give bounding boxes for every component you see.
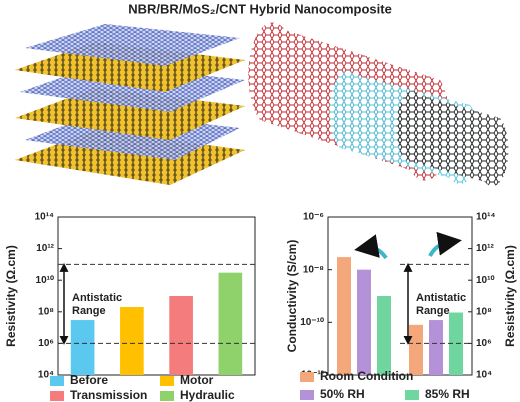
y-tick-label: 10⁴	[476, 370, 492, 381]
legend-swatch	[300, 372, 314, 382]
annotation: Antistatic Range	[416, 292, 466, 317]
figure-title: NBR/BR/MoS₂/CNT Hybrid Nanocomposite	[128, 1, 392, 16]
legend-swatch	[160, 376, 174, 386]
axis-pointer-arrow	[354, 234, 388, 260]
legend-swatch	[50, 376, 64, 386]
legend-label: 85% RH	[425, 387, 470, 401]
bar	[337, 257, 351, 375]
bar	[70, 320, 95, 375]
y-tick-label: 10⁻⁶	[303, 212, 324, 223]
y-tick-label: 10¹⁴	[476, 212, 495, 223]
bar	[357, 269, 371, 375]
y-tick-label: 10⁶	[38, 338, 54, 349]
legend-swatch	[160, 391, 174, 401]
legend-label: Before	[70, 373, 108, 387]
legend-label: Hydraulic	[180, 388, 235, 402]
y-tick-label: 10¹⁰	[36, 275, 54, 286]
legend-swatch	[300, 390, 314, 400]
bar	[218, 272, 243, 375]
plot-frame	[57, 216, 256, 376]
mos2-illustration	[15, 24, 245, 185]
bar	[409, 324, 423, 375]
y-tick-label: 10¹²	[36, 243, 54, 254]
cnt-illustration	[248, 22, 509, 187]
annotation-line: Antistatic	[416, 292, 466, 304]
legend-label: Transmission	[70, 388, 147, 402]
y-tick-label: 10⁴	[38, 370, 54, 381]
y-tick-label: 10⁶	[476, 338, 492, 349]
legend-swatch	[50, 391, 64, 401]
annotation-line: Range	[416, 305, 450, 317]
bar	[429, 320, 443, 375]
y-tick-label: 10¹²	[476, 243, 494, 254]
legend-swatch	[405, 390, 419, 400]
legend-label: Motor	[180, 373, 214, 387]
legend-label: Room Condition	[320, 369, 413, 383]
annotation-line: Antistatic	[72, 292, 122, 304]
y2-axis-label: Resistivity (Ω.cm)	[503, 245, 517, 347]
bar	[120, 307, 144, 375]
y-axis-label: Conductivity (S/cm)	[285, 240, 299, 353]
annotation: Antistatic Range	[72, 292, 122, 317]
y-tick-label: 10¹⁴	[35, 212, 54, 223]
bar	[377, 296, 391, 375]
axis-pointer-arrow	[428, 231, 462, 257]
bar	[169, 296, 193, 375]
y-tick-label: 10⁻¹⁰	[300, 317, 324, 328]
y-axis-label: Resistivity (Ω.cm)	[4, 245, 18, 347]
y-tick-label: 10⁸	[38, 306, 54, 317]
y-tick-label: 10⁸	[476, 306, 492, 317]
y-tick-label: 10⁻⁸	[303, 264, 324, 275]
y-tick-label: 10¹⁰	[476, 275, 494, 286]
plot-frame	[327, 216, 473, 376]
legend-label: 50% RH	[320, 387, 365, 401]
annotation-line: Range	[72, 305, 106, 317]
